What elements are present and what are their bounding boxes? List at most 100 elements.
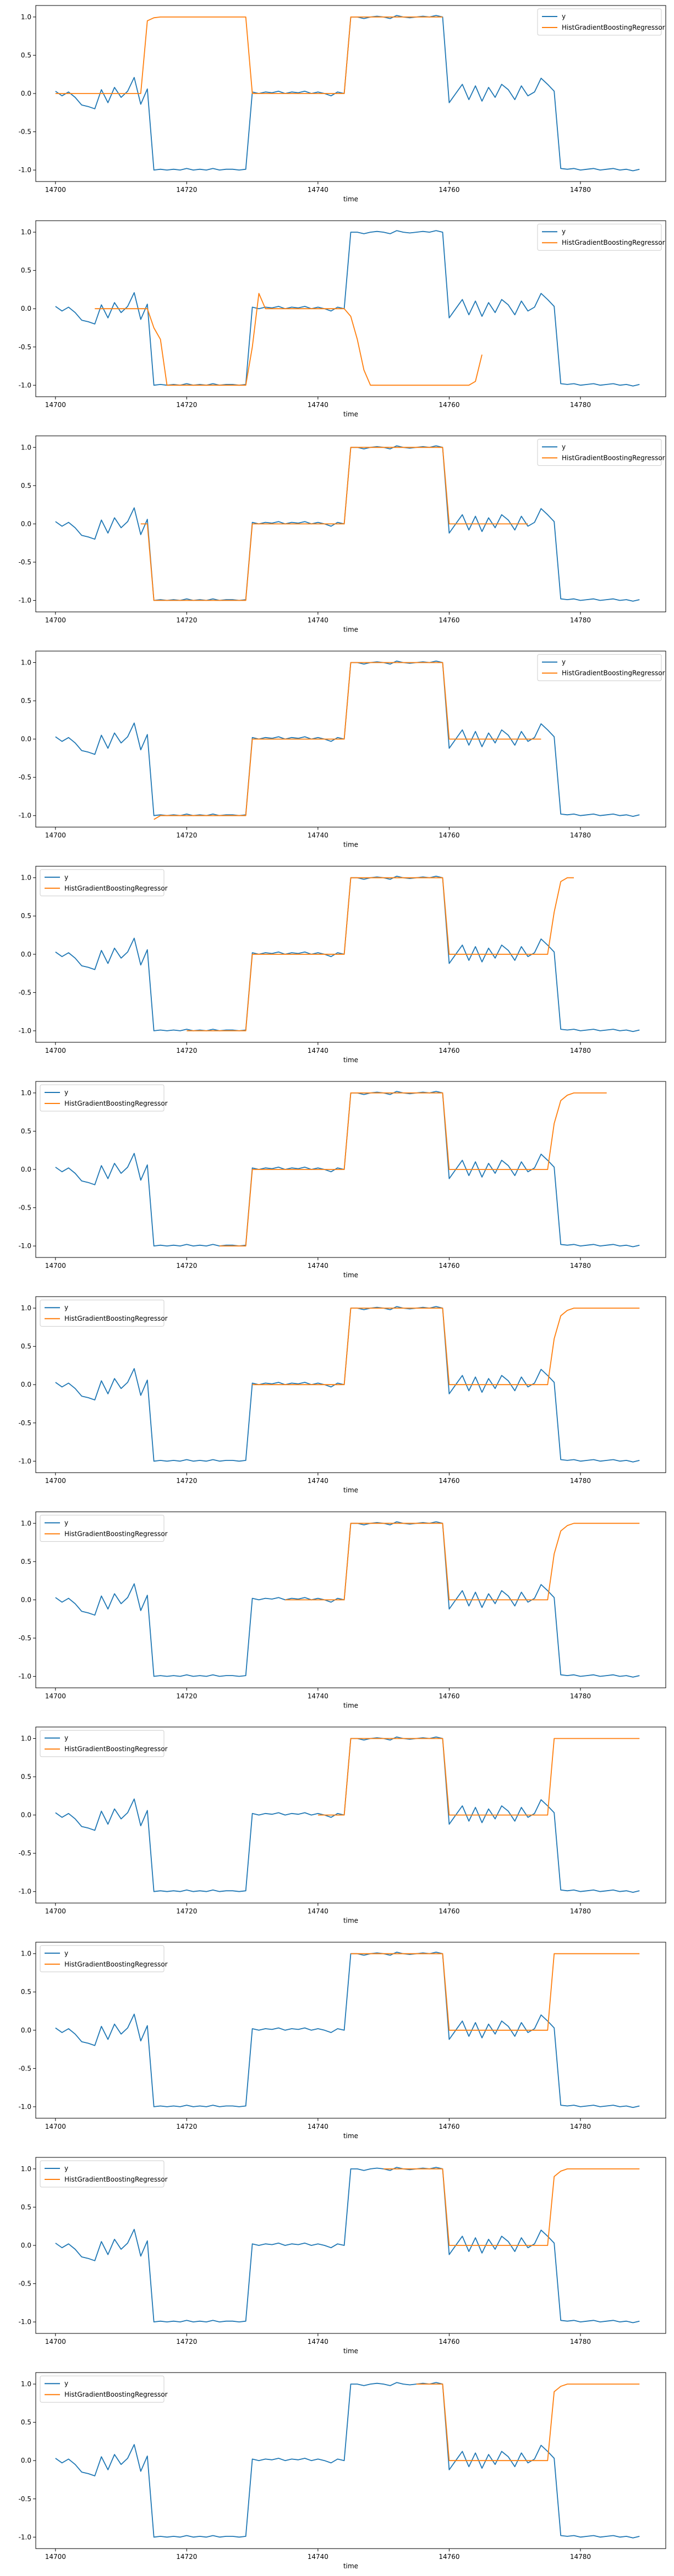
legend-label: HistGradientBoostingRegressor [64,2176,168,2183]
series-line-y [55,230,640,387]
y-tick-label: 1.0 [21,443,31,451]
x-tick-label: 14720 [176,1047,197,1054]
x-tick-label: 14780 [570,1477,591,1485]
legend-box [537,223,662,251]
legend-box [40,1945,165,1973]
y-tick-label: 0.5 [21,1558,31,1566]
chart-panel-3: -1.0 -0.5 0.0 0.5 1.0 14700 14720 14740 14760 147… [19,435,666,633]
x-axis-label: time [343,625,358,633]
x-tick-label: 14700 [45,1047,66,1054]
x-tick-label: 14720 [176,2553,197,2561]
y-tick-label: 0.5 [21,697,31,705]
series-line-histgradientboostingregressor [55,16,443,94]
series-line-y [55,15,640,172]
x-tick-label: 14700 [45,832,66,839]
legend-box [537,654,662,682]
y-tick-label: 0.5 [21,267,31,274]
y-tick-label: 1.0 [21,13,31,21]
y-tick-label: -1.0 [19,1027,31,1035]
y-tick-label: 0.0 [21,305,31,312]
x-tick-label: 14780 [570,832,591,839]
y-tick-label: 0.0 [21,1811,31,1819]
y-tick-label: 1.0 [21,1089,31,1097]
y-tick-label: 0.5 [21,1127,31,1135]
y-tick-label: 0.5 [21,1343,31,1350]
chart-panel-8: -1.0 -0.5 0.0 0.5 1.0 14700 14720 14740 14760 147… [19,1511,666,1709]
series-line-y [55,2167,640,2324]
y-tick-label: 1.0 [21,1950,31,1958]
y-tick-label: -1.0 [19,2533,31,2541]
chart-panel-11: -1.0 -0.5 0.0 0.5 1.0 14700 14720 14740 14760 147… [19,2157,666,2355]
y-tick-label: 0.0 [21,520,31,528]
x-tick-label: 14740 [308,2123,328,2130]
legend-label: HistGradientBoostingRegressor [64,2391,168,2398]
x-tick-label: 14700 [45,2338,66,2346]
legend: y HistGradientBoostingRegressor [40,1299,168,1327]
legend-box [40,869,165,897]
x-tick-label: 14740 [308,1047,328,1054]
y-tick-label: -1.0 [19,1673,31,1680]
y-tick-label: -1.0 [19,381,31,389]
x-tick-label: 14700 [45,2553,66,2561]
y-tick-label: -0.5 [19,2280,31,2288]
y-tick-label: 0.0 [21,2242,31,2249]
x-tick-label: 14780 [570,401,591,409]
x-tick-label: 14740 [308,1692,328,1700]
x-tick-label: 14700 [45,616,66,624]
series-line-histgradientboostingregressor [220,1092,607,1247]
y-tick-label: -0.5 [19,343,31,351]
y-tick-label: 0.0 [21,1166,31,1173]
x-tick-label: 14780 [570,1908,591,1915]
legend: y HistGradientBoostingRegressor [40,1514,168,1542]
y-tick-label: 0.5 [21,482,31,490]
y-tick-label: -0.5 [19,2495,31,2503]
legend-label: HistGradientBoostingRegressor [64,1530,168,1537]
series-line-y [55,1306,640,1463]
y-tick-label: 0.0 [21,1381,31,1388]
x-tick-label: 14720 [176,1908,197,1915]
legend-label: HistGradientBoostingRegressor [64,1745,168,1753]
x-tick-label: 14740 [308,2338,328,2346]
x-tick-label: 14780 [570,2553,591,2561]
legend-box [40,1084,165,1112]
y-tick-label: -1.0 [19,1242,31,1250]
series-line-histgradientboostingregressor [285,1523,640,1601]
y-tick-label: 0.0 [21,1596,31,1603]
chart-panel-12: -1.0 -0.5 0.0 0.5 1.0 14700 14720 14740 14760 147… [19,2372,666,2570]
legend-box [40,1299,165,1327]
series-line-y [55,876,640,1032]
legend-label: y [64,1519,68,1526]
legend-box [40,2375,165,2403]
x-axis-label: time [343,2347,358,2355]
y-tick-label: 1.0 [21,658,31,666]
x-axis-label: time [343,1056,358,1064]
y-tick-label: 0.5 [21,1773,31,1781]
series-line-histgradientboostingregressor [317,1738,640,1816]
x-tick-label: 14740 [308,1908,328,1915]
legend: y HistGradientBoostingRegressor [40,869,168,897]
chart-panel-4: -1.0 -0.5 0.0 0.5 1.0 14700 14720 14740 14760 147… [19,651,666,849]
y-tick-label: 0.5 [21,2203,31,2211]
legend: y HistGradientBoostingRegressor [537,223,665,251]
legend-label: y [64,1304,68,1311]
y-tick-label: 1.0 [21,228,31,236]
legend-label: y [64,1089,68,1096]
chart-panel-6: -1.0 -0.5 0.0 0.5 1.0 14700 14720 14740 14760 147… [19,1081,666,1279]
x-tick-label: 14760 [439,1047,459,1054]
series-line-y [55,1521,640,1678]
legend: y HistGradientBoostingRegressor [40,2375,168,2403]
y-tick-label: -1.0 [19,1888,31,1896]
x-tick-label: 14720 [176,2338,197,2346]
x-tick-label: 14740 [308,186,328,194]
x-axis-label: time [343,1917,358,1925]
legend: y HistGradientBoostingRegressor [537,8,665,36]
x-tick-label: 14740 [308,616,328,624]
legend-label: HistGradientBoostingRegressor [64,1960,168,1968]
x-tick-label: 14720 [176,401,197,409]
x-tick-label: 14760 [439,2338,459,2346]
y-tick-label: 0.0 [21,735,31,743]
x-tick-label: 14700 [45,2123,66,2130]
legend-box [40,1514,165,1542]
x-tick-label: 14720 [176,1262,197,1270]
